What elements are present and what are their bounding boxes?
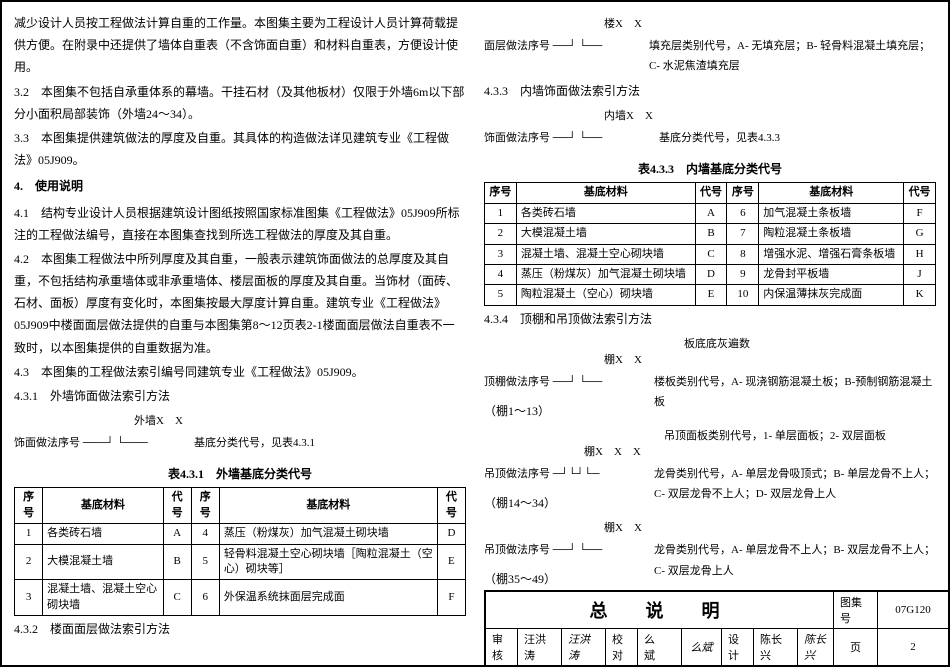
table-row: 3混凝土墙、混凝土空心砌块墙C8增强水泥、增强石膏条板墙H bbox=[485, 244, 936, 264]
para-4-3: 4.3 本图集的工程做法索引编号同建筑专业《工程做法》05J909。 bbox=[14, 361, 466, 383]
diagram-ceiling-1: 板底底灰遍数 棚X X 顶棚做法序号 ──┘ └── 楼板类别代号，A- 现浇钢… bbox=[484, 334, 936, 398]
para-4-2: 4.2 本图集工程做法中所列厚度及其自重，一般表示建筑饰面做法的总厚度及其自重，… bbox=[14, 248, 466, 359]
table-row: 2大模混凝土墙B5轻骨料混凝土空心砌块墙［陶粒混凝土（空心）砌块等］E bbox=[15, 544, 466, 580]
para-4-3-4: 4.3.4 顶棚和吊顶做法索引方法 bbox=[484, 308, 936, 330]
proof-name: 么 斌 bbox=[638, 629, 682, 665]
diagram-floor: 楼X X 面层做法序号 ──┘ └── 填充层类别代号，A- 无填充层；B- 轻… bbox=[484, 14, 936, 62]
para-4-3-2: 4.3.2 楼面面层做法索引方法 bbox=[14, 618, 466, 640]
table-row: 3混凝土墙、混凝土空心砌块墙C6外保温系统抹面层完成面F bbox=[15, 580, 466, 616]
left-column: 减少设计人员按工程做法计算自重的工作量。本图集主要为工程设计人员计算荷载提供方便… bbox=[14, 10, 466, 657]
diagram-inner-wall: 内墙X X 饰面做法序号 ──┘ └── 基底分类代号，见表4.3.3 bbox=[484, 106, 936, 154]
diagram-ceiling-2: 吊顶面板类别代号，1- 单层面板；2- 双层面板 棚X X X 吊顶做法序号 ─… bbox=[484, 426, 936, 490]
set-no: 07G120 bbox=[878, 592, 948, 628]
diag-top: 外墙X X bbox=[134, 411, 183, 431]
table-row: 1各类砖石墙A6加气混凝土条板墙F bbox=[485, 203, 936, 223]
label-proof: 校对 bbox=[606, 629, 638, 665]
check-sig: 汪洪涛 bbox=[562, 629, 606, 665]
heading-4: 4. 使用说明 bbox=[14, 175, 466, 197]
table-header-row: 序号 基底材料 代号 序号 基底材料 代号 bbox=[485, 183, 936, 203]
diagram-outer-wall: 外墙X X 饰面做法序号 ───┘ └─── 基底分类代号，见表4.3.1 bbox=[14, 411, 466, 459]
design-sig: 陈长兴 bbox=[798, 629, 834, 665]
table-4-3-1-caption: 表4.3.1 外墙基底分类代号 bbox=[14, 463, 466, 485]
table-row: 4蒸压（粉煤灰）加气混凝土砌块墙D9龙骨封平板墙J bbox=[485, 264, 936, 284]
para-4-3-3: 4.3.3 内墙饰面做法索引方法 bbox=[484, 80, 936, 102]
right-column: 楼X X 面层做法序号 ──┘ └── 填充层类别代号，A- 无填充层；B- 轻… bbox=[484, 10, 936, 657]
label-page: 页 bbox=[834, 629, 878, 665]
para-3-1-cont: 减少设计人员按工程做法计算自重的工作量。本图集主要为工程设计人员计算荷载提供方便… bbox=[14, 12, 466, 79]
check-name: 汪洪涛 bbox=[518, 629, 562, 665]
doc-title: 总 说 明 bbox=[486, 592, 834, 628]
para-3-3: 3.3 本图集提供建筑做法的厚度及自重。其具体的构造做法详见建筑专业《工程做法》… bbox=[14, 127, 466, 171]
table-row: 1各类砖石墙A4蒸压（粉煤灰）加气混凝土砌块墙D bbox=[15, 524, 466, 544]
title-block: 总 说 明 图集号 07G120 审核 汪洪涛 汪洪涛 校对 么 斌 么斌 设计… bbox=[484, 590, 948, 665]
diagram-ceiling-3: 棚X X 吊顶做法序号 ──┘ └── 龙骨类别代号，A- 单层龙骨不上人；B-… bbox=[484, 518, 936, 566]
para-4-3-1: 4.3.1 外墙饰面做法索引方法 bbox=[14, 385, 466, 407]
label-design: 设计 bbox=[722, 629, 754, 665]
table-row: 2大模混凝土墙B7陶粒混凝土条板墙G bbox=[485, 224, 936, 244]
design-name: 陈长兴 bbox=[754, 629, 798, 665]
label-set-no: 图集号 bbox=[834, 592, 878, 628]
table-row: 5陶粒混凝土（空心）砌块墙E10内保温薄抹灰完成面K bbox=[485, 285, 936, 305]
page: 减少设计人员按工程做法计算自重的工作量。本图集主要为工程设计人员计算荷载提供方便… bbox=[0, 0, 950, 667]
table-4-3-3-caption: 表4.3.3 内墙基底分类代号 bbox=[484, 158, 936, 180]
label-check: 审核 bbox=[486, 629, 518, 665]
para-4-1: 4.1 结构专业设计人员根据建筑设计图纸按照国家标准图集《工程做法》05J909… bbox=[14, 202, 466, 246]
table-4-3-3: 序号 基底材料 代号 序号 基底材料 代号 1各类砖石墙A6加气混凝土条板墙F … bbox=[484, 182, 936, 305]
table-4-3-1: 序号 基底材料 代号 序号 基底材料 代号 1各类砖石墙A4蒸压（粉煤灰）加气混… bbox=[14, 487, 466, 616]
diag-right: 基底分类代号，见表4.3.1 bbox=[194, 433, 315, 453]
diag-left: 饰面做法序号 ───┘ └─── bbox=[14, 433, 148, 453]
page-no: 2 bbox=[878, 629, 948, 665]
proof-sig: 么斌 bbox=[682, 629, 722, 665]
para-3-2: 3.2 本图集不包括自承重体系的幕墙。干挂石材（及其他板材）仅限于外墙6m以下部… bbox=[14, 81, 466, 125]
table-header-row: 序号 基底材料 代号 序号 基底材料 代号 bbox=[15, 488, 466, 524]
